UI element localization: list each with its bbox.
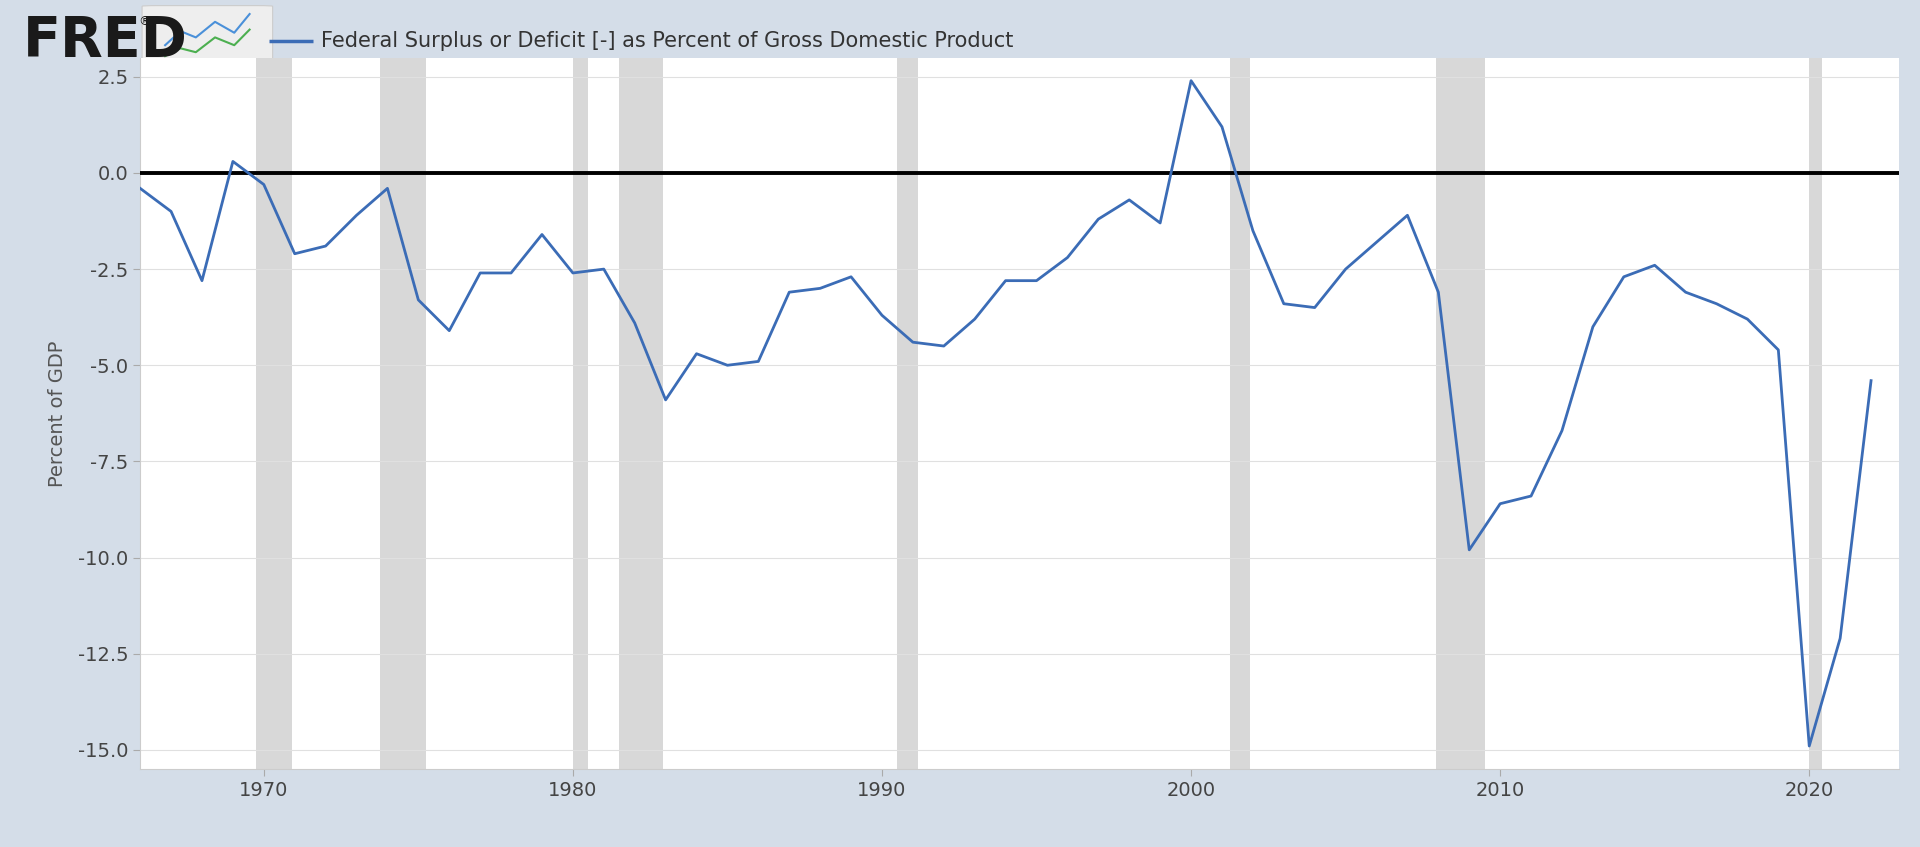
- Bar: [1436, 58, 1484, 769]
- Bar: [255, 58, 292, 769]
- Bar: [572, 58, 588, 769]
- Bar: [620, 58, 662, 769]
- Bar: [897, 58, 918, 769]
- FancyBboxPatch shape: [142, 6, 273, 72]
- Text: FRED: FRED: [23, 14, 188, 68]
- Bar: [1809, 58, 1822, 769]
- Bar: [380, 58, 426, 769]
- Bar: [1229, 58, 1250, 769]
- Text: ®: ®: [138, 15, 152, 28]
- Text: Federal Surplus or Deficit [-] as Percent of Gross Domestic Product: Federal Surplus or Deficit [-] as Percen…: [321, 30, 1014, 51]
- Y-axis label: Percent of GDP: Percent of GDP: [48, 340, 67, 486]
